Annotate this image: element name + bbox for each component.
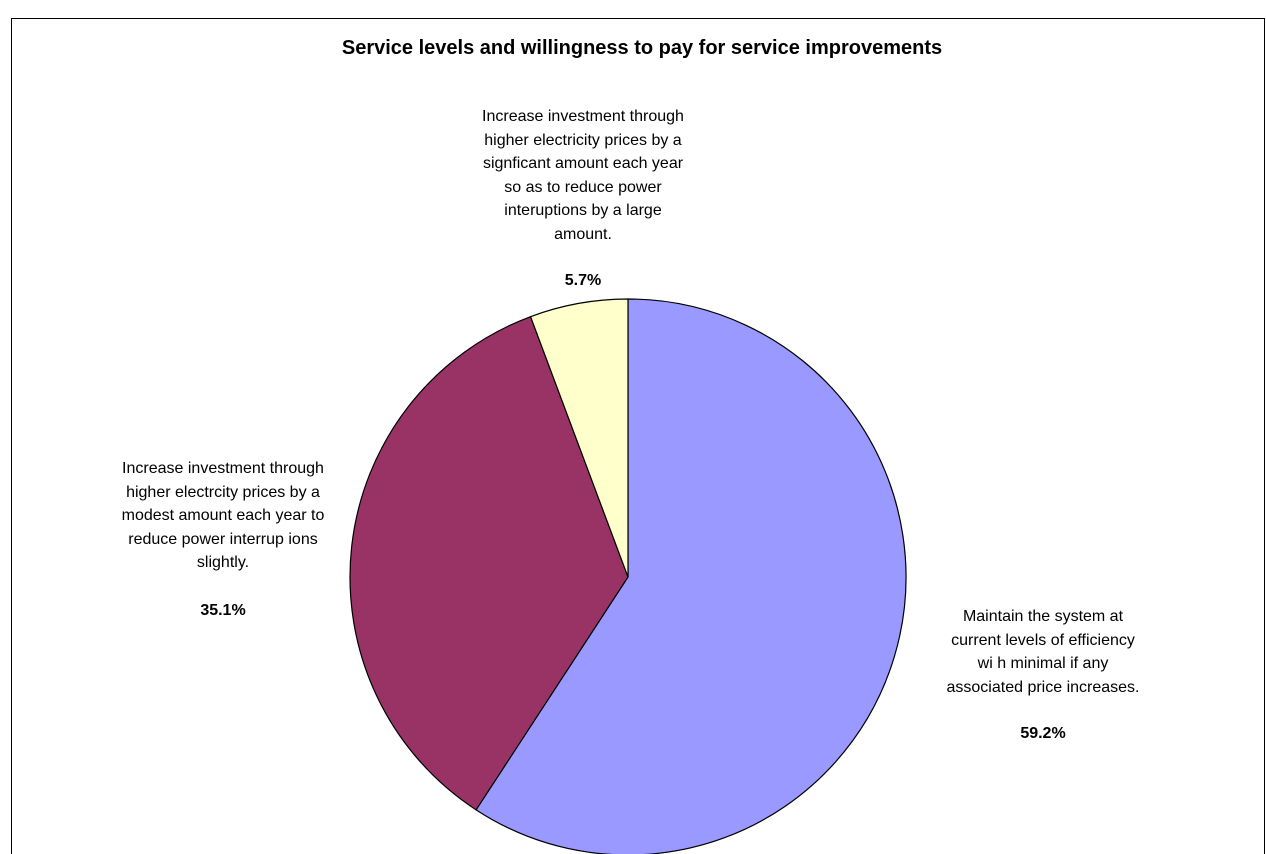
slice-label-text: Increase investment through higher elect… (482, 108, 684, 243)
pie-slice-modest (349, 315, 629, 811)
slice-label-modest: Increase investment through higher elect… (78, 457, 368, 622)
slice-label-maintain: Maintain the system at current levels of… (898, 605, 1188, 746)
pie-slice-maintain (475, 298, 907, 854)
slice-value-label: 5.7% (564, 272, 602, 289)
slice-value-label: 59.2% (1020, 725, 1066, 742)
pie-slice-significant (529, 298, 629, 578)
slice-label-significant: Increase investment through higher elect… (438, 105, 728, 293)
slice-label-text: Maintain the system at current levels of… (946, 608, 1140, 696)
slice-label-text: Increase investment through higher elect… (121, 460, 325, 571)
chart-title: Service levels and willingness to pay fo… (341, 37, 943, 59)
slice-value-label: 35.1% (200, 601, 246, 619)
